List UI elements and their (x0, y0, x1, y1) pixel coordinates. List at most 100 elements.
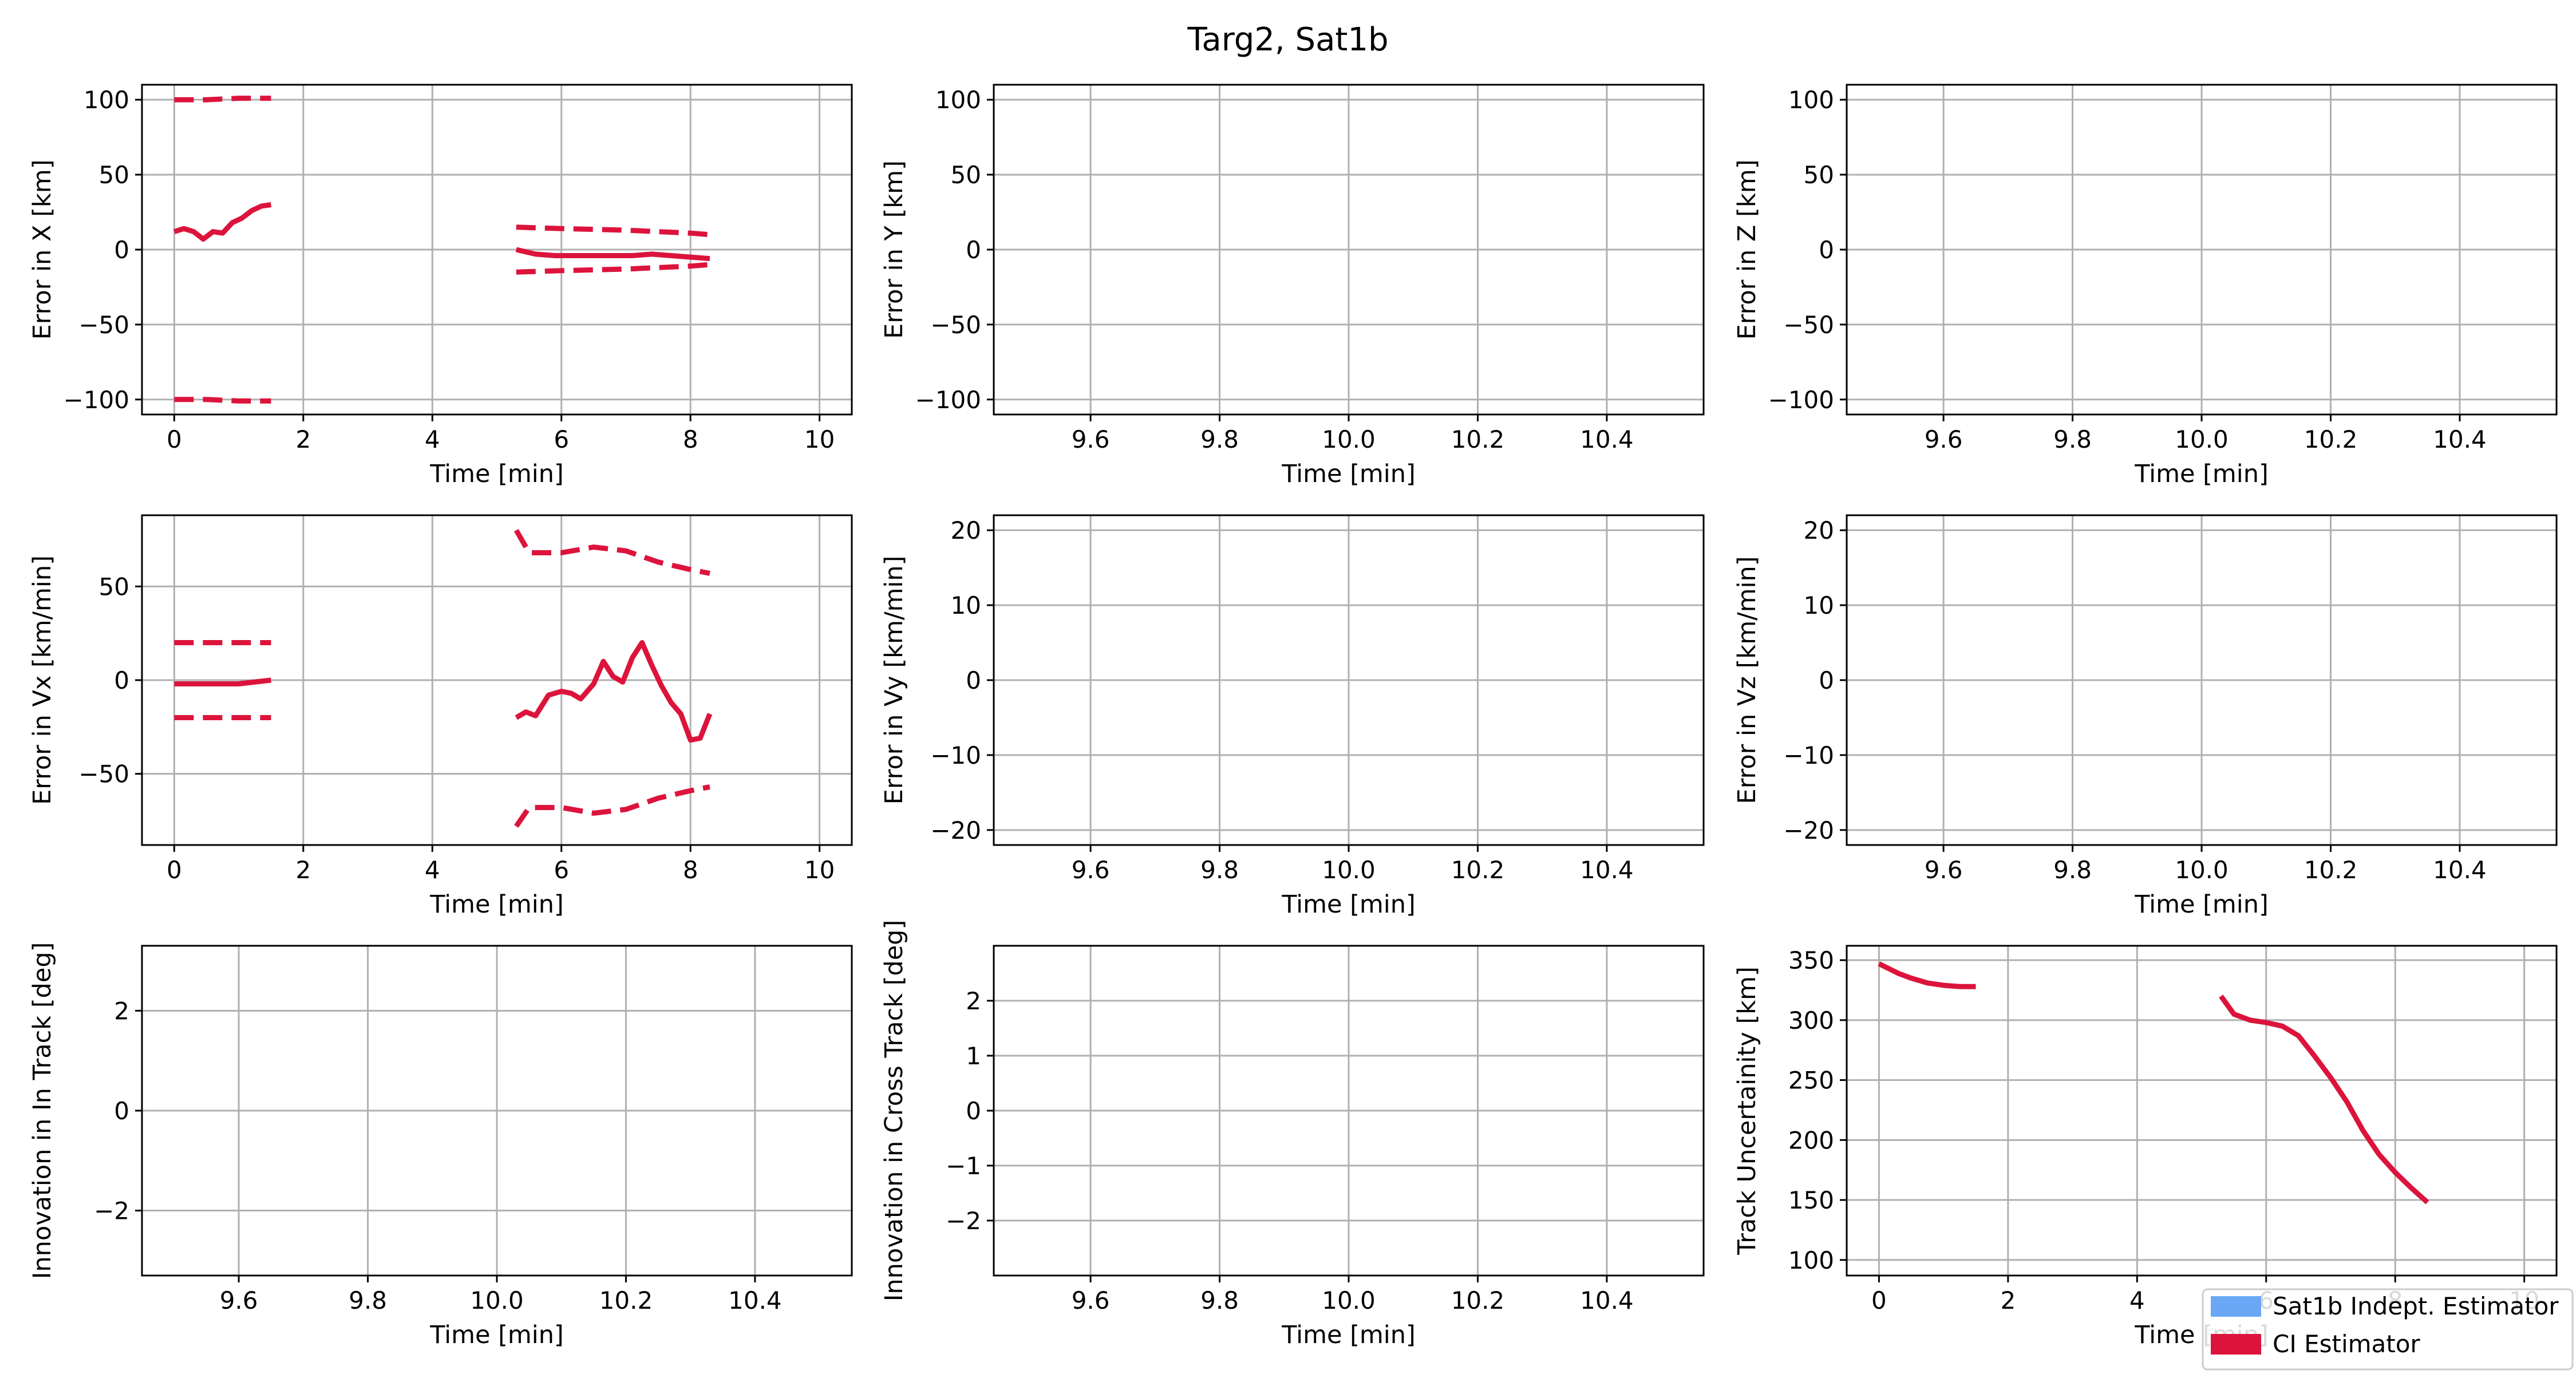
y-axis-label: Error in X [km] (28, 160, 57, 340)
y-tick-label: −2 (94, 1197, 129, 1225)
y-axis-label: Error in Z [km] (1733, 160, 1761, 340)
x-tick-label: 9.6 (1925, 856, 1963, 884)
x-axis-label: Time [min] (429, 460, 564, 488)
bound-line (516, 262, 710, 275)
y-tick-label: 300 (1788, 1006, 1834, 1035)
x-tick-label: 10.2 (599, 1286, 653, 1314)
legend-frame (2202, 1288, 2574, 1371)
y-tick-label: 20 (951, 516, 981, 544)
y-tick-label: 250 (1788, 1067, 1834, 1095)
error-line (1878, 961, 1976, 989)
x-tick-label: 9.8 (1200, 856, 1239, 884)
y-tick-label: 10 (1804, 591, 1834, 619)
y-tick-label: 200 (1788, 1126, 1834, 1154)
x-tick-label: 6 (554, 856, 569, 884)
y-tick-label: 20 (1804, 516, 1834, 544)
x-axis-label: Time [min] (2134, 890, 2269, 919)
x-tick-label: 2 (295, 425, 311, 453)
x-tick-label: 10.0 (1322, 425, 1376, 453)
y-tick-label: 100 (84, 86, 129, 114)
subplot-8: 9.6 9.8 10.0 10.2 10.4 −2 −1 0 1 2 Time [min] Innov… (880, 920, 1705, 1349)
x-tick-label: 8 (683, 856, 698, 884)
x-tick-label: 10.2 (2304, 856, 2358, 884)
y-tick-label: 0 (114, 666, 129, 694)
y-tick-label: 50 (1804, 161, 1834, 189)
y-axis-label: Error in Y [km] (880, 160, 908, 339)
y-tick-label: 0 (1819, 236, 1834, 264)
x-axis-label: Time [min] (429, 1321, 564, 1349)
y-tick-label: 50 (951, 161, 981, 189)
subplot-4: 0 2 4 6 8 10 −50 0 50 Time [min] Error in Vx [km/m… (28, 514, 853, 919)
x-tick-label: 4 (425, 856, 440, 884)
x-tick-label: 9.8 (2053, 856, 2092, 884)
x-tick-label: 0 (1871, 1286, 1887, 1314)
y-tick-label: 150 (1788, 1186, 1834, 1214)
y-tick-label: 2 (966, 987, 981, 1015)
y-tick-label: −100 (915, 386, 981, 414)
subplot-3: 9.6 9.8 10.0 10.2 10.4 −100 −50 0 50 100 Time [min… (1733, 84, 2558, 488)
bound-line (174, 96, 271, 102)
x-tick-label: 0 (167, 856, 182, 884)
error-line (173, 202, 272, 242)
legend-label-ci: CI Estimator (2273, 1330, 2420, 1358)
y-tick-label: 100 (1788, 1246, 1834, 1274)
x-tick-label: 10.0 (2175, 425, 2229, 453)
error-line (515, 247, 710, 262)
x-tick-label: 9.6 (1072, 856, 1110, 884)
x-tick-label: 10.4 (1580, 1286, 1634, 1314)
legend-swatch-ci (2211, 1334, 2261, 1355)
x-tick-label: 10.0 (1322, 1286, 1376, 1314)
x-tick-label: 4 (2129, 1286, 2145, 1314)
x-tick-label: 9.6 (1072, 1286, 1110, 1314)
y-axis-label: Error in Vy [km/min] (880, 556, 908, 805)
x-tick-label: 6 (554, 425, 569, 453)
y-axis-label: Innovation in Cross Track [deg] (880, 920, 908, 1302)
x-tick-label: 10.4 (728, 1286, 782, 1314)
x-tick-label: 2 (2000, 1286, 2016, 1314)
legend: Sat1b Indept. Estimator CI Estimator (2202, 1288, 2574, 1371)
y-tick-label: 2 (114, 997, 129, 1025)
y-tick-label: −50 (930, 311, 981, 339)
subplot-1: 0 2 4 6 8 10 −100 −50 0 50 100 Time [min] Error in X… (28, 84, 853, 488)
subplot-5: 9.6 9.8 10.0 10.2 10.4 −20 −10 0 10 20 Time [min] E… (880, 514, 1705, 919)
x-tick-label: 9.6 (1072, 425, 1110, 453)
y-tick-label: 100 (935, 86, 981, 114)
y-tick-label: 0 (114, 236, 129, 264)
x-axis-label: Time [min] (1281, 1321, 1416, 1349)
y-axis-label: Track Uncertainity [km] (1733, 966, 1761, 1255)
x-tick-label: 9.8 (1200, 1286, 1239, 1314)
legend-swatch-sat1b (2211, 1296, 2261, 1317)
y-tick-label: 350 (1788, 946, 1834, 974)
subplot-7: 9.6 9.8 10.0 10.2 10.4 −2 0 2 Time [min] Innovati… (28, 942, 853, 1349)
y-tick-label: −10 (930, 741, 981, 769)
x-tick-label: 10.0 (1322, 856, 1376, 884)
x-tick-label: 9.6 (1925, 425, 1963, 453)
y-tick-label: −50 (78, 311, 129, 339)
error-line (2219, 994, 2429, 1205)
y-tick-label: 0 (1819, 666, 1834, 694)
y-tick-label: 50 (99, 572, 129, 601)
bound-line (174, 397, 271, 404)
x-tick-label: 10.4 (1580, 856, 1634, 884)
y-tick-label: 100 (1788, 86, 1834, 114)
figure-title: Targ2, Sat1b (1187, 21, 1388, 58)
x-tick-label: 8 (683, 425, 698, 453)
y-tick-label: −1 (946, 1152, 981, 1180)
x-tick-label: 0 (167, 425, 182, 453)
x-tick-label: 10.2 (1451, 425, 1505, 453)
y-tick-label: 0 (114, 1097, 129, 1125)
subplot-6: 9.6 9.8 10.0 10.2 10.4 −20 −10 0 10 20 Time [min] E… (1733, 514, 2558, 919)
x-tick-label: 9.6 (220, 1286, 258, 1314)
y-tick-label: −50 (1783, 311, 1834, 339)
x-tick-label: 9.8 (349, 1286, 387, 1314)
y-tick-label: −20 (1783, 816, 1834, 844)
x-tick-label: 2 (295, 856, 311, 884)
x-axis-label: Time [min] (2134, 460, 2269, 488)
x-tick-label: 10.2 (1451, 856, 1505, 884)
y-tick-label: −50 (78, 760, 129, 788)
bound-line (514, 784, 710, 828)
y-tick-label: 1 (966, 1042, 981, 1070)
y-tick-label: −10 (1783, 741, 1834, 769)
